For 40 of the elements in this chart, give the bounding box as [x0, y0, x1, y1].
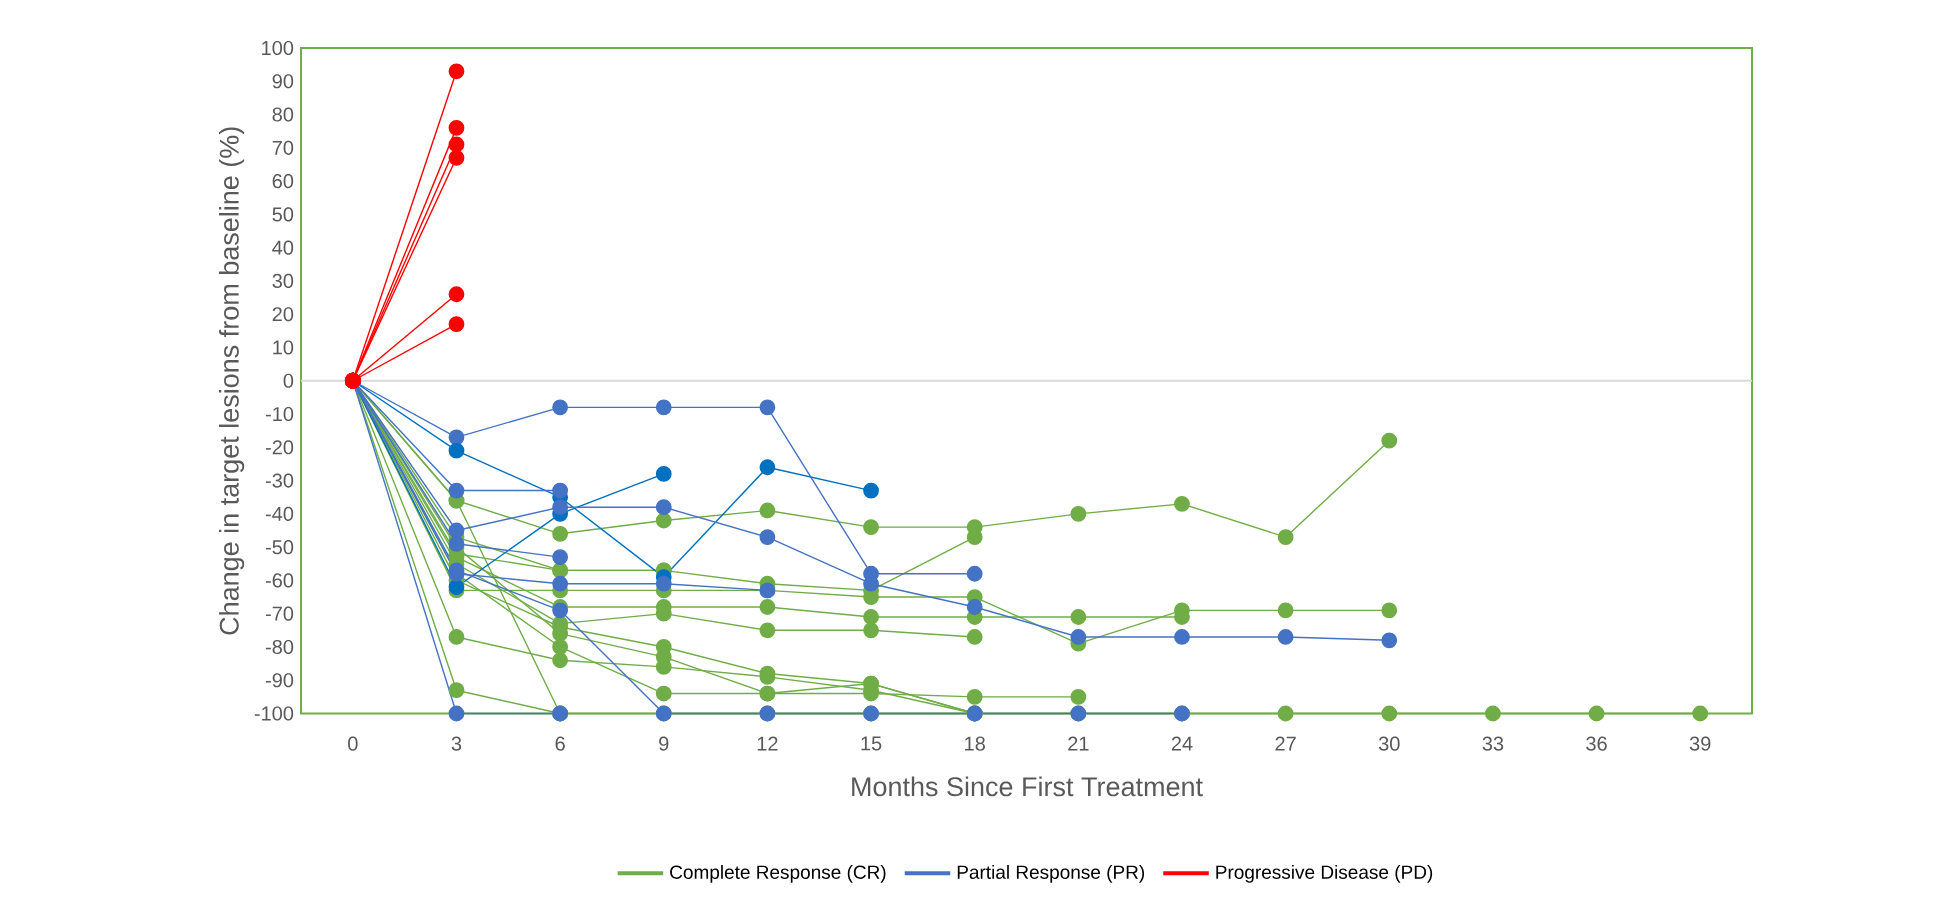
- legend-label: Progressive Disease (PD): [1216, 864, 1433, 883]
- y-tick-label: 60: [272, 174, 294, 189]
- y-tick-label: -40: [265, 506, 294, 521]
- y-tick-label: -30: [265, 473, 294, 488]
- y-tick-label: 40: [272, 240, 294, 255]
- x-tick-label: 0: [348, 736, 358, 751]
- x-tick-label: 24: [1171, 736, 1193, 751]
- x-tick-label: 18: [965, 736, 985, 751]
- x-tick-label: 30: [1378, 736, 1400, 751]
- y-tick-label: -80: [265, 639, 294, 655]
- y-tick-label: 20: [272, 307, 294, 322]
- y-tick-label: 90: [272, 74, 294, 89]
- y-tick-label: -100: [254, 706, 294, 721]
- y-tick-label: -60: [265, 573, 294, 588]
- x-tick-label: 39: [1689, 736, 1711, 751]
- x-tick-label: 6: [555, 736, 565, 751]
- y-tick-label: 80: [272, 107, 294, 122]
- legend-label: Partial Response (PR): [957, 864, 1145, 883]
- x-tick-label: 15: [861, 736, 882, 751]
- y-tick-label: 0: [283, 373, 294, 388]
- x-tick-label: 27: [1275, 736, 1296, 751]
- y-tick-label: -50: [265, 540, 294, 555]
- x-tick-label: 21: [1068, 736, 1089, 751]
- y-tick-label: 100: [262, 40, 294, 56]
- y-tick-label: -20: [265, 440, 294, 455]
- y-tick-label: -70: [265, 606, 294, 621]
- x-tick-label: 12: [757, 736, 778, 751]
- y-axis-title: Change in target lesions from baseline (%): [219, 127, 245, 635]
- y-tick-label: -10: [265, 406, 294, 422]
- x-tick-label: 33: [1482, 736, 1504, 751]
- x-tick-label: 36: [1586, 736, 1607, 751]
- y-tick-label: 10: [273, 340, 294, 355]
- y-tick-label: 70: [272, 140, 294, 155]
- y-tick-label: 30: [272, 273, 294, 288]
- y-tick-label: -90: [265, 673, 294, 688]
- y-tick-label: 50: [272, 207, 294, 222]
- x-tick-label: 9: [659, 736, 669, 751]
- x-tick-label: 3: [451, 736, 462, 751]
- legend-label: Complete Response (CR): [670, 864, 886, 883]
- x-axis-title: Months Since First Treatment: [852, 776, 1203, 797]
